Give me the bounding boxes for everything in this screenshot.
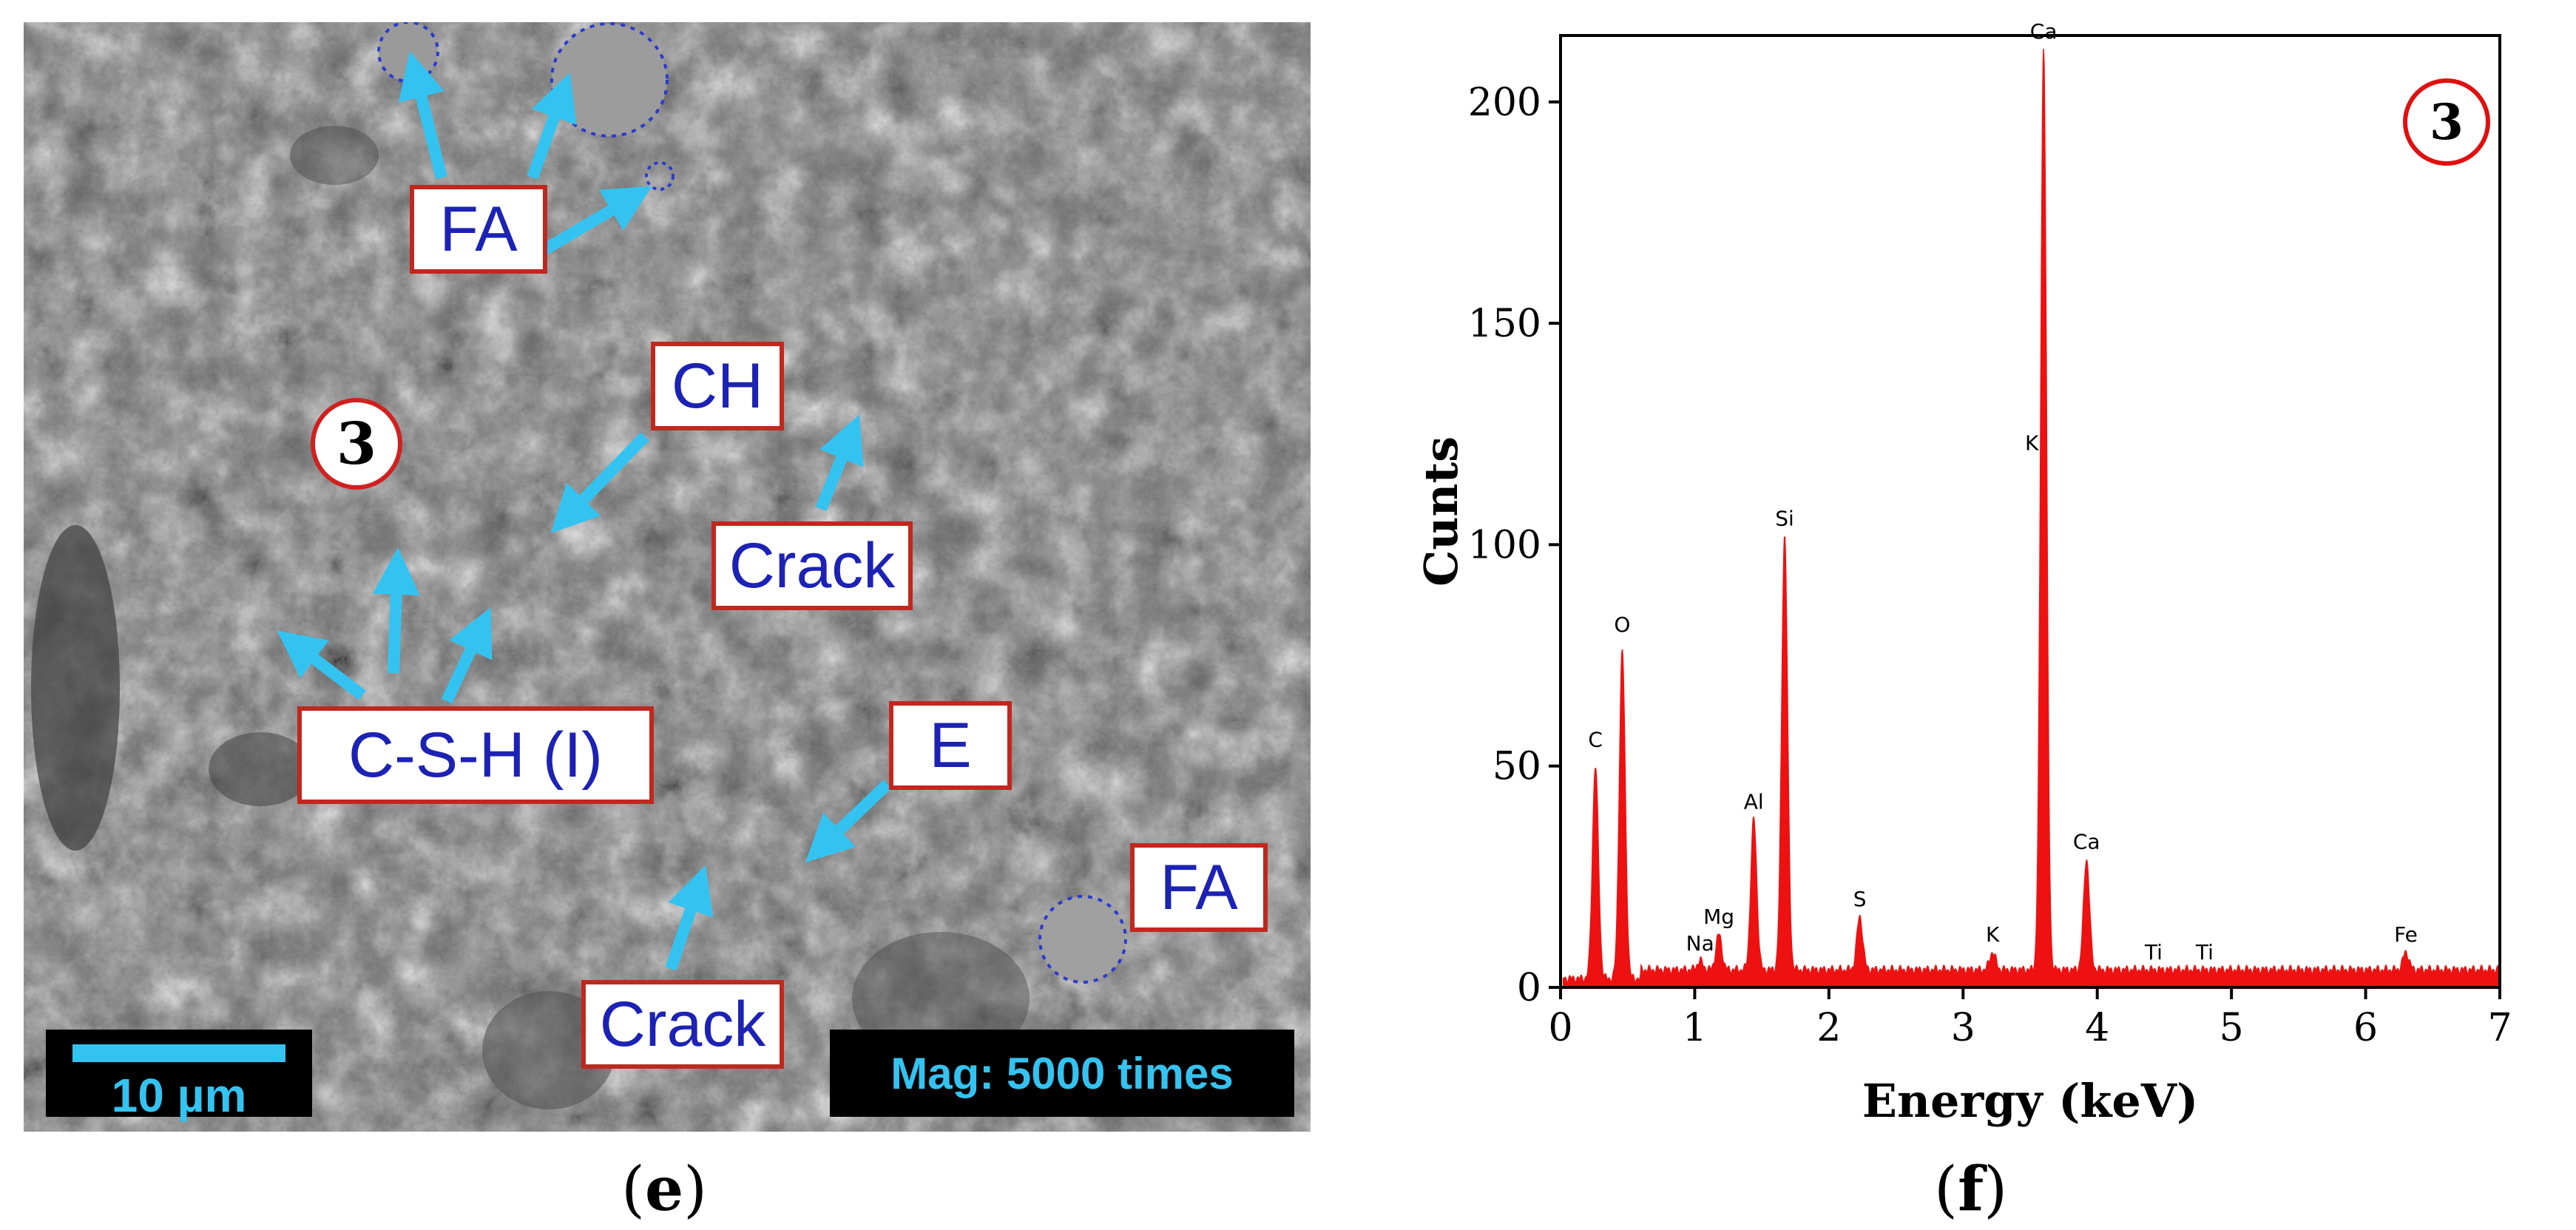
arrow: [277, 630, 366, 700]
peak-label-ca: Ca: [2030, 19, 2058, 44]
scale-bar: [72, 1044, 285, 1062]
spectrum-series: [1562, 49, 2501, 988]
fa-particle: [1038, 895, 1127, 984]
caption-right-letter: f: [1958, 1154, 1984, 1225]
label-ch: CH: [651, 342, 784, 430]
x-axis: 0 1 2 3 4 5 6 7: [1548, 987, 2512, 1050]
y-axis: 0 50 100 150 200: [1468, 81, 1561, 1010]
y-tick-label: 150: [1468, 302, 1541, 346]
arrow: [527, 72, 577, 180]
sem-micrograph: FA CH Crack C-S-H (I) E FA Crack 3 10 µm…: [24, 22, 1311, 1132]
x-tick-label: 6: [2353, 1006, 2378, 1050]
fa-particle: [645, 161, 675, 191]
caption-left-letter: e: [645, 1154, 684, 1225]
arrow: [441, 607, 493, 704]
peak-label-ca: Ca: [2073, 829, 2100, 854]
x-tick-label: 0: [1548, 1006, 1572, 1050]
y-axis-title: Cunts: [1414, 436, 1468, 587]
label-fa-right: FA: [1130, 843, 1268, 932]
x-tick-label: 5: [2220, 1006, 2244, 1050]
peak-label-k: K: [1986, 922, 2000, 947]
label-crack-upper: Crack: [711, 521, 913, 610]
peak-label-ti: Ti: [2144, 940, 2163, 964]
plot-area: [1562, 49, 2501, 988]
peak-label-s: S: [1853, 887, 1867, 911]
peak-label-o: O: [1614, 612, 1630, 637]
arrow: [398, 50, 447, 179]
peak-label-c: C: [1588, 728, 1603, 752]
y-tick-label: 100: [1468, 523, 1541, 567]
peak-label-mg: Mg: [1703, 905, 1734, 929]
caption-left: (e): [621, 1154, 708, 1225]
scale-bar-label: 10 µm: [111, 1069, 247, 1122]
arrow: [372, 547, 420, 674]
label-crack-lower: Crack: [581, 980, 784, 1069]
site-badge: 3: [311, 398, 402, 490]
scale-bar-box: 10 µm: [46, 1030, 312, 1122]
label-csh: C-S-H (I): [297, 706, 654, 804]
fa-particle: [377, 22, 439, 83]
x-tick-label: 1: [1683, 1006, 1707, 1050]
caption-right: (f): [1934, 1154, 2008, 1225]
annotation-arrows: [277, 50, 892, 971]
arrow: [665, 865, 714, 971]
eds-spectrum-chart: 0 1 2 3 4 5 6 7 0 50 100 150 200 Energy (keV) Cunts…: [1414, 19, 2512, 1128]
arrow: [815, 414, 864, 512]
x-axis-title: Energy (keV): [1862, 1074, 2199, 1128]
fa-particle: [550, 22, 669, 138]
peak-label-k: K: [2025, 431, 2039, 456]
x-tick-label: 4: [2085, 1006, 2109, 1050]
peak-label-al: Al: [1744, 790, 1764, 814]
peak-label-na: Na: [1686, 931, 1714, 956]
y-tick-label: 200: [1468, 81, 1541, 125]
label-fa-top: FA: [410, 185, 547, 274]
arrow: [538, 186, 652, 257]
plot-frame: [1559, 34, 2501, 989]
peak-label-fe: Fe: [2394, 922, 2418, 947]
x-tick-label: 2: [1816, 1006, 1841, 1050]
arrow: [805, 780, 892, 863]
magnification-label: Mag: 5000 times: [830, 1030, 1294, 1117]
y-tick-label: 50: [1492, 745, 1541, 789]
arrow: [550, 432, 649, 533]
chart-badge: 3: [2403, 78, 2490, 166]
y-tick-label: 0: [1517, 966, 1541, 1010]
x-tick-label: 7: [2487, 1006, 2512, 1050]
peak-label-si: Si: [1775, 506, 1794, 530]
chart-badge-text: 3: [2430, 93, 2464, 151]
chart-badge-circle: [2403, 78, 2490, 166]
sem-texture: [24, 22, 1311, 1132]
x-tick-label: 3: [1951, 1006, 1975, 1050]
peak-label-ti: Ti: [2195, 940, 2214, 964]
label-e: E: [889, 701, 1012, 790]
